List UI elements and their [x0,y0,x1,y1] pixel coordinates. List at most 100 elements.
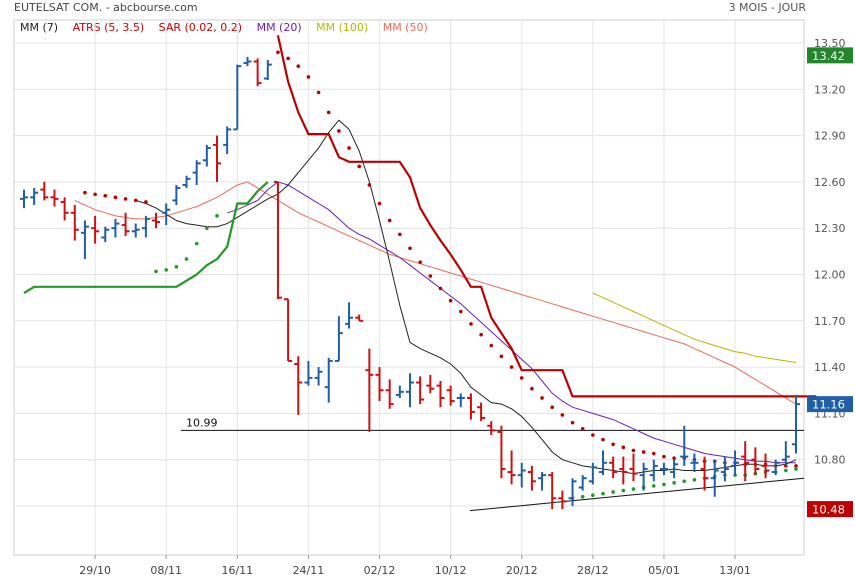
sar-dot [499,354,504,359]
sar-dot [448,298,453,303]
sar-dot [387,218,392,223]
mm7-line [135,119,797,475]
y-tick-label: 12.00 [814,269,846,282]
sar-dot [662,454,666,459]
mm100-line [592,292,797,363]
sar-dot [794,467,798,471]
sar-dot [194,241,199,246]
sar-dot [631,448,636,453]
y-tick-label: 12.60 [814,176,846,189]
legend: MM (7) ATRS (5, 3.5) SAR (0.02, 0.2) MM … [20,21,439,34]
reference-line-label: 10.99 [186,416,218,429]
sar-dot [580,494,585,499]
sar-dot [276,50,280,55]
sar-dot [144,200,148,204]
sar-dot [93,192,97,197]
legend-sar: SAR (0.02, 0.2) [158,21,243,34]
mm20-line [227,181,796,464]
sar-dot [357,164,362,169]
legend-atrs: ATRS (5, 3.5) [72,21,145,34]
sar-dot [326,110,331,115]
sar-dot [123,197,128,201]
legend-mm7: MM (7) [20,21,59,34]
y-tick-label: 13.50 [814,37,846,50]
sar-dot [316,90,321,95]
sar-dot [438,286,443,291]
legend-mm20: MM (20) [256,21,302,34]
sar-dot [692,477,697,482]
y-tick-label: 13.20 [814,83,846,96]
sar-dot [184,257,189,261]
legend-mm100: MM (100) [316,21,369,34]
sar-dot [550,405,555,410]
sar-dot [205,226,209,230]
sar-dot [306,75,311,79]
sar-dot [662,482,666,487]
sar-dot [530,386,534,391]
sar-dot [174,264,179,269]
sar-dot [418,260,422,264]
x-tick-label: 13/01 [719,564,751,577]
x-tick-label: 10/12 [435,564,467,577]
sar-dot [591,433,595,437]
sar-dot [682,479,687,484]
sar-dot [286,56,290,61]
sar-dot [560,413,565,417]
sar-dot [296,64,301,68]
sar-dot [631,487,636,491]
x-tick-label: 08/11 [150,564,182,577]
sar-dot [519,376,524,380]
sar-dot [611,442,615,447]
sar-dot [458,309,463,314]
y-tick-label: 11.70 [814,315,846,328]
current-price-badge [807,396,853,413]
sar-dot [794,464,798,468]
period-label: 3 MOIS - JOUR [728,1,806,14]
sar-dot [479,332,483,337]
sar-dot [651,484,656,488]
sar-dot [580,427,585,431]
x-tick-label: 05/01 [648,564,680,577]
sar-dot [621,488,626,493]
sar-dot [133,198,138,203]
x-tick-label: 02/12 [364,564,396,577]
sar-dot [641,450,646,454]
sar-dot [469,322,473,326]
y-tick-label: 12.30 [814,222,846,235]
sar-dot [601,491,605,496]
sar-dot [672,481,676,485]
sar-dot [611,490,615,494]
sar-dot [367,183,372,187]
sar-dot [83,190,87,195]
x-tick-label: 29/10 [79,564,111,577]
x-tick-label: 20/12 [506,564,538,577]
chart-title: EUTELSAT COM. - abcbourse.com [14,1,198,14]
sar-dot [672,456,676,460]
sar-dot [337,129,341,133]
y-tick-label: 10.80 [814,454,846,467]
high-price-badge [807,47,853,64]
sar-dot [509,365,514,369]
sar-dot [377,201,382,206]
sar-dot [428,274,433,278]
y-tick-label: 12.90 [814,130,846,143]
atrs-down-line [276,35,817,398]
sar-dot [591,493,595,497]
sar-dot [489,343,494,348]
mm50-line [74,181,797,405]
sar-dot [164,268,169,272]
x-tick-label: 24/11 [293,564,325,577]
sar-dot [651,451,656,456]
sar-dot [570,420,575,425]
sar-dot [601,437,605,442]
sar-dot [154,269,158,274]
current-price-badge-text: 11.16 [812,398,845,412]
sar-dot [621,445,626,450]
sar-dot [398,232,402,237]
sar-dot [215,214,219,218]
sar-dot [347,146,351,150]
sar-dot [540,396,544,400]
atrs-up-line [23,181,269,294]
sar-dot [784,468,788,473]
